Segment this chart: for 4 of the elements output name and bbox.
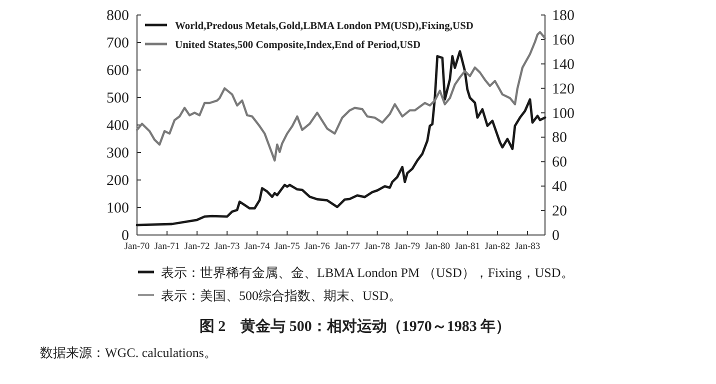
annotation: 表示：世界稀有金属、金、LBMA London PM （USD），Fixing，USD。 (161, 265, 574, 280)
annotation: 数据来源：WGC. calculations。 (40, 345, 217, 360)
title: 图 2 黄金与 500：相对运动（1970～1983 年） (199, 319, 511, 335)
annotation: 表示：美国、500综合指数、期末、USD。 (161, 288, 402, 303)
